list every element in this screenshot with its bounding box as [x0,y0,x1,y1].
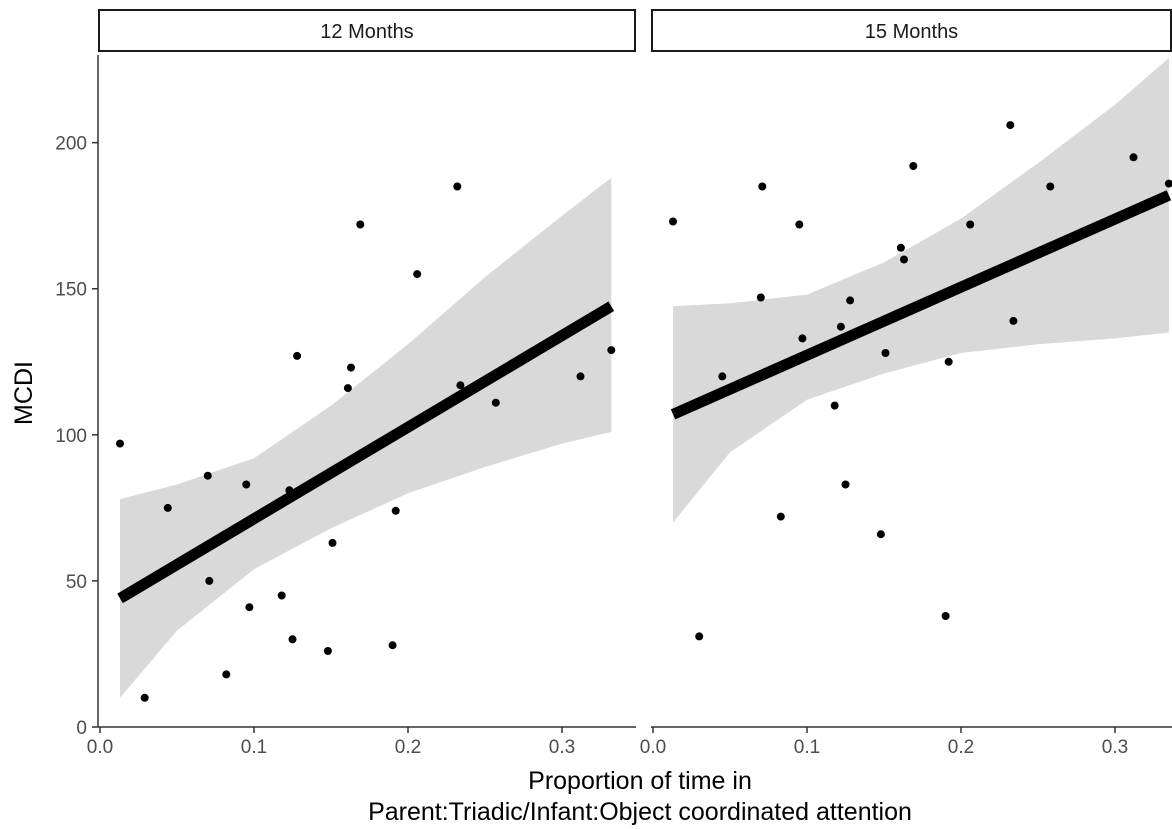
facet-strip-label: 12 Months [320,21,413,43]
data-point [347,363,355,372]
x-tick-label: 0.2 [948,737,974,758]
data-point [944,357,953,366]
data-point [391,506,400,515]
data-point [846,296,855,305]
data-point [453,182,462,191]
data-point [328,538,337,547]
facet-strip-label: 15 Months [865,21,958,43]
data-point [245,603,254,612]
data-point [456,381,465,390]
data-point [1046,182,1055,191]
y-tick-label: 100 [55,426,87,447]
data-point [242,480,251,489]
data-point [900,255,908,264]
data-point [576,372,585,381]
data-point [1164,179,1172,188]
x-tick-label: 0.0 [87,737,113,758]
data-point [876,530,885,539]
data-point [203,471,212,480]
data-point [388,641,397,650]
data-point [718,372,727,381]
data-point [830,401,839,410]
data-point [116,439,124,448]
data-point [1009,316,1018,325]
data-point [491,398,500,407]
data-point [881,349,890,357]
confidence-ribbon [673,57,1169,523]
data-point [841,480,850,489]
data-point [1129,153,1138,162]
confidence-ribbon [120,177,612,698]
y-tick-label: 150 [55,280,87,301]
data-point [966,220,975,229]
x-tick-label: 0.2 [395,737,421,758]
data-point [607,346,616,355]
data-point [795,220,804,229]
panel-1: 12 Months 0.0 0.1 0.2 0.3 [87,9,636,758]
x-axis-title-line-2: Parent:Triadic/Infant:Object coordinated… [368,798,912,826]
panel-2: 15 Months 0.0 0.1 0.2 0.3 [640,9,1172,758]
y-tick-label: 0 [76,718,87,739]
x-tick-label: 0.1 [241,737,267,758]
y-tick-label: 50 [66,572,87,593]
facet-strip [651,9,1172,52]
y-axis-title: MCDI [10,361,38,425]
regression-line [670,190,1172,420]
data-point [277,591,286,600]
x-tick-label: 0.3 [549,737,575,758]
regression-line [117,301,615,604]
data-point [798,334,807,343]
x-tick-label: 0.1 [794,737,820,758]
data-point [343,384,352,393]
data-point [140,693,149,702]
x-tick-label: 0.3 [1102,737,1128,758]
data-point [695,632,704,641]
data-point [909,162,918,170]
data-point [756,293,765,302]
x-axis-title-line-1: Proportion of time in [528,767,752,795]
data-point [941,612,950,620]
data-point [669,217,677,226]
data-point [776,512,785,521]
data-point [293,351,302,360]
data-point [413,270,422,279]
data-point [758,182,767,191]
data-point [205,576,214,585]
data-point [356,220,365,229]
data-point [323,647,332,655]
data-point [285,486,294,495]
data-point [222,670,231,679]
data-point [163,503,172,512]
chart-panels: 12 Months 0.0 0.1 0.2 0.3 15 Months 0.0 0.1 0.2 0… [87,9,1172,758]
x-tick-label: 0.0 [640,737,666,758]
facet-strip [98,9,636,52]
y-tick-label: 200 [55,134,87,155]
data-point [1006,121,1015,130]
data-point [836,322,845,331]
y-axis: 0 50 100 150 200 [55,55,99,739]
data-point [896,243,905,252]
data-point [288,635,297,644]
